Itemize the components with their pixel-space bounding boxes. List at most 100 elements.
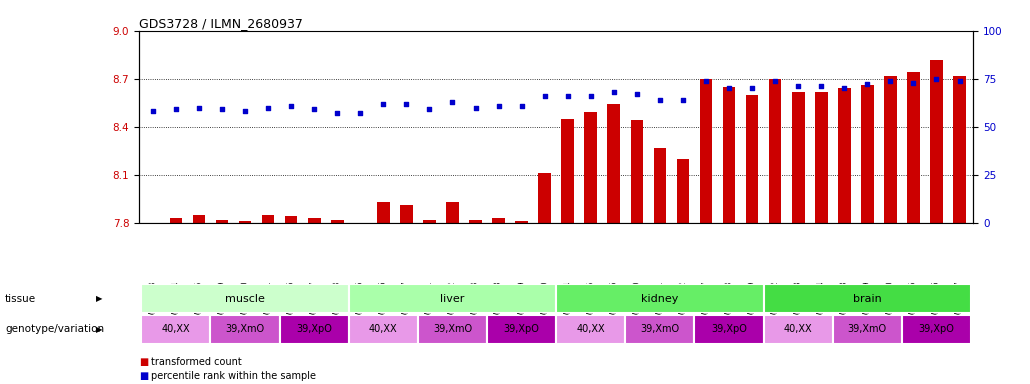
Point (537, 93, 553, 99)
Bar (861, 85, 873, 223)
Bar (630, 120, 643, 223)
Bar (308, 218, 320, 223)
Point (306, 106, 322, 113)
Bar (699, 79, 713, 223)
Bar (193, 215, 205, 223)
Bar (285, 216, 298, 223)
Bar (763, 315, 833, 344)
Point (628, 91, 645, 97)
Point (744, 85, 760, 91)
Bar (833, 315, 902, 344)
Text: ■: ■ (139, 357, 148, 367)
Bar (625, 315, 694, 344)
Bar (838, 88, 851, 223)
Text: 39,XpO: 39,XpO (919, 324, 955, 334)
Bar (239, 221, 251, 223)
Point (905, 79, 922, 86)
Bar (418, 315, 487, 344)
Point (583, 93, 599, 99)
Bar (723, 87, 735, 223)
Bar (210, 315, 279, 344)
Bar (556, 315, 625, 344)
Text: transformed count: transformed count (151, 357, 242, 367)
Point (836, 85, 853, 91)
Bar (884, 76, 897, 223)
Text: kidney: kidney (642, 293, 679, 304)
Bar (763, 284, 971, 313)
Bar (349, 284, 556, 313)
Bar (423, 220, 436, 223)
Text: genotype/variation: genotype/variation (5, 324, 104, 334)
Bar (556, 284, 763, 313)
Bar (446, 202, 458, 223)
Bar (953, 76, 966, 223)
Text: 39,XmO: 39,XmO (641, 324, 680, 334)
Bar (907, 72, 920, 223)
Point (329, 110, 345, 116)
Point (144, 108, 161, 114)
Bar (515, 221, 528, 223)
Bar (279, 315, 349, 344)
Point (697, 78, 714, 84)
Bar (654, 147, 666, 223)
Bar (470, 220, 482, 223)
Point (168, 106, 184, 113)
Text: ▶: ▶ (96, 325, 102, 334)
Point (721, 85, 737, 91)
Text: 39,XmO: 39,XmO (848, 324, 887, 334)
Point (399, 101, 415, 107)
Point (652, 97, 668, 103)
Point (882, 78, 898, 84)
Bar (694, 315, 763, 344)
Bar (768, 79, 782, 223)
Text: 39,XpO: 39,XpO (297, 324, 332, 334)
Point (813, 83, 829, 89)
Point (559, 93, 576, 99)
Bar (792, 91, 804, 223)
Text: ▶: ▶ (96, 294, 102, 303)
Point (513, 103, 529, 109)
Point (352, 110, 369, 116)
Text: tissue: tissue (5, 294, 36, 304)
Bar (487, 315, 556, 344)
Point (675, 97, 691, 103)
Bar (677, 159, 689, 223)
Point (283, 103, 300, 109)
Point (260, 104, 276, 111)
Text: brain: brain (853, 293, 882, 304)
Bar (930, 60, 942, 223)
Text: liver: liver (440, 293, 465, 304)
Text: 40,XX: 40,XX (162, 324, 191, 334)
Bar (561, 119, 574, 223)
Point (237, 108, 253, 114)
Point (606, 89, 622, 95)
Point (191, 104, 207, 111)
Text: percentile rank within the sample: percentile rank within the sample (151, 371, 316, 381)
Text: GDS3728 / ILMN_2680937: GDS3728 / ILMN_2680937 (139, 17, 303, 30)
Point (790, 83, 806, 89)
Point (767, 78, 784, 84)
Point (375, 101, 391, 107)
Bar (815, 91, 827, 223)
Bar (331, 220, 344, 223)
Text: 39,XpO: 39,XpO (711, 324, 747, 334)
Point (952, 78, 968, 84)
Bar (584, 112, 597, 223)
Point (490, 103, 507, 109)
Point (928, 76, 945, 82)
Bar (539, 173, 551, 223)
Point (444, 99, 460, 105)
Bar (262, 215, 274, 223)
Bar (902, 315, 971, 344)
Bar (746, 95, 758, 223)
Bar (492, 218, 505, 223)
Bar (170, 218, 182, 223)
Point (421, 106, 438, 113)
Bar (349, 315, 418, 344)
Bar (377, 202, 389, 223)
Text: ■: ■ (139, 371, 148, 381)
Point (214, 106, 231, 113)
Bar (608, 104, 620, 223)
Text: 39,XmO: 39,XmO (226, 324, 265, 334)
Point (468, 104, 484, 111)
